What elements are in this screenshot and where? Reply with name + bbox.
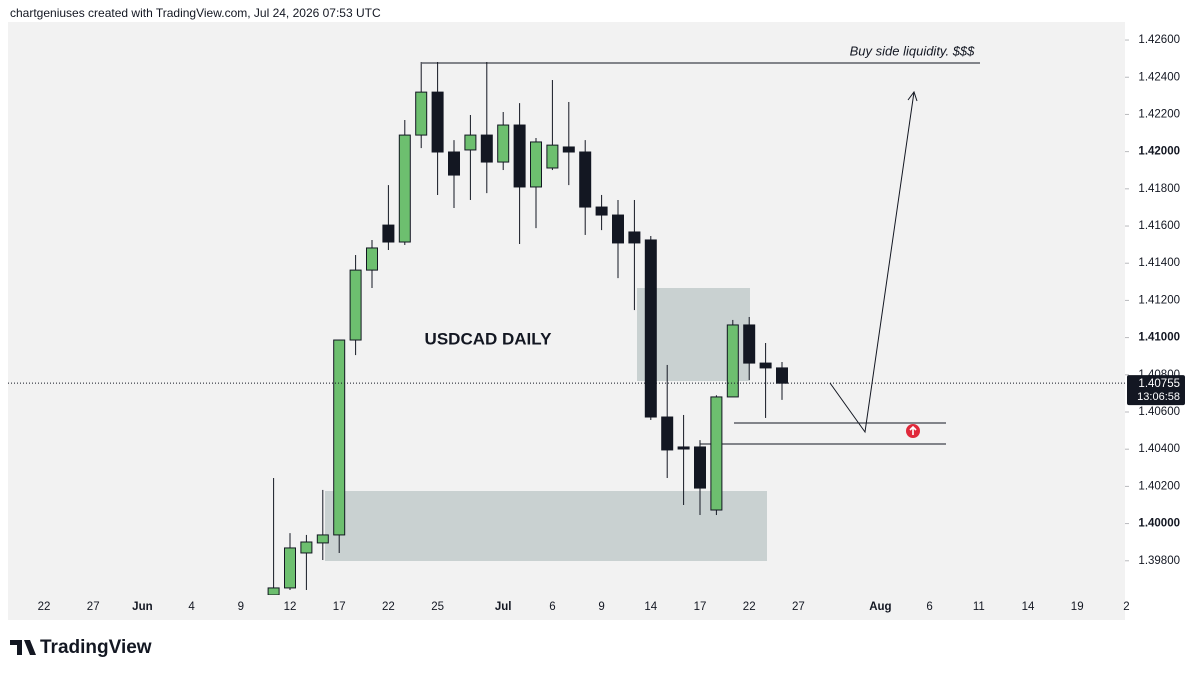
candles: [267, 61, 788, 595]
x-tick-label: 9: [238, 601, 244, 613]
candle-body: [284, 547, 296, 589]
x-tick-label: 19: [1071, 601, 1084, 613]
x-tick-label: 22: [382, 601, 395, 613]
candle-body: [661, 416, 674, 451]
y-tick-label: 1.40000: [1138, 518, 1180, 530]
candle-body: [382, 224, 395, 243]
candle-body: [431, 91, 444, 153]
x-tick-label: 22: [743, 601, 756, 613]
logo-text: TradingView: [40, 637, 152, 658]
y-tick-label: 1.41800: [1138, 183, 1180, 195]
candle-body: [628, 231, 641, 244]
candle-body: [644, 239, 657, 418]
candle-body: [726, 324, 739, 398]
candle-body: [497, 124, 510, 163]
candle-body: [677, 446, 690, 450]
y-tick-label: 1.41000: [1138, 332, 1180, 344]
logo: TradingView: [10, 637, 152, 658]
x-tick-label: 4: [188, 601, 195, 613]
y-tick-label: 1.41600: [1138, 220, 1180, 232]
candle-body: [743, 324, 756, 364]
x-tick-label: 27: [87, 601, 100, 613]
x-tick-label: 2: [1123, 601, 1129, 613]
candle-body: [448, 151, 460, 176]
x-tick-label: 14: [644, 601, 657, 613]
chart-title: USDCAD DAILY: [425, 329, 553, 348]
x-tick-label: 6: [926, 601, 932, 613]
candle-body: [415, 91, 428, 136]
candle-body: [267, 587, 280, 595]
candle-body: [595, 206, 608, 216]
candle-body: [710, 396, 723, 511]
y-tick-label: 1.42000: [1138, 146, 1180, 158]
x-tick-label: 6: [549, 601, 555, 613]
alert-arrow: [909, 425, 917, 435]
countdown-label: 13:06:58: [1137, 391, 1180, 403]
zone: [325, 491, 767, 561]
candle-body: [349, 269, 362, 341]
x-tick-label: Aug: [869, 601, 891, 613]
candle-body: [612, 214, 624, 244]
x-tick-label: 27: [792, 601, 805, 613]
y-tick-label: 1.42600: [1138, 34, 1180, 46]
candle-body: [333, 339, 346, 536]
y-tick-label: 1.40600: [1138, 406, 1180, 418]
logo-mark: [10, 640, 36, 655]
candle-body: [776, 367, 788, 384]
projection-arrowhead: [907, 90, 918, 102]
last-price-box: [1127, 375, 1185, 406]
candle-body: [546, 144, 559, 169]
x-tick-label: 12: [284, 601, 297, 613]
candle-body: [464, 134, 477, 151]
y-tick-label: 1.41400: [1138, 257, 1180, 269]
y-tick-label: 1.42400: [1138, 71, 1180, 83]
x-tick-label: 9: [598, 601, 604, 613]
y-tick-label: 1.40200: [1138, 480, 1180, 492]
candle-body: [513, 124, 526, 188]
candle-body: [366, 247, 378, 271]
price-axis-background: [1125, 22, 1192, 620]
candle-body: [562, 146, 575, 153]
last-price-label: 1.40755: [1138, 378, 1180, 390]
x-tick-label: 22: [38, 601, 51, 613]
y-tick-label: 1.40400: [1138, 443, 1180, 455]
y-tick-label: 1.39800: [1138, 555, 1180, 567]
projection-path: [829, 91, 915, 434]
y-tick-label: 1.41200: [1138, 294, 1180, 306]
x-tick-label: 17: [694, 601, 707, 613]
y-tick-label: 1.42200: [1138, 108, 1180, 120]
candle-body: [759, 362, 772, 369]
candle-body: [316, 534, 329, 544]
annotation: Buy side liquidity. $$$: [850, 43, 976, 58]
x-tick-label: 14: [1022, 601, 1035, 613]
x-tick-label: Jun: [132, 601, 152, 613]
candle-body: [694, 446, 706, 489]
x-tick-label: 17: [333, 601, 346, 613]
candle-body: [530, 141, 542, 188]
candle-body: [398, 134, 411, 243]
candle-body: [480, 134, 493, 163]
x-tick-label: 25: [431, 601, 444, 613]
x-tick-label: 11: [973, 601, 985, 613]
x-tick-label: Jul: [495, 601, 512, 613]
candle-body: [300, 541, 313, 554]
candle-body: [579, 151, 592, 208]
header: chartgeniuses created with TradingView.c…: [10, 6, 381, 20]
